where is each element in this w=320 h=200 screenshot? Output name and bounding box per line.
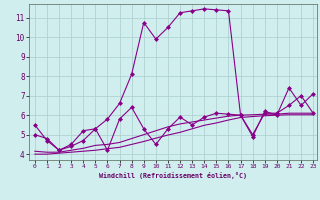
X-axis label: Windchill (Refroidissement éolien,°C): Windchill (Refroidissement éolien,°C) (99, 172, 247, 179)
